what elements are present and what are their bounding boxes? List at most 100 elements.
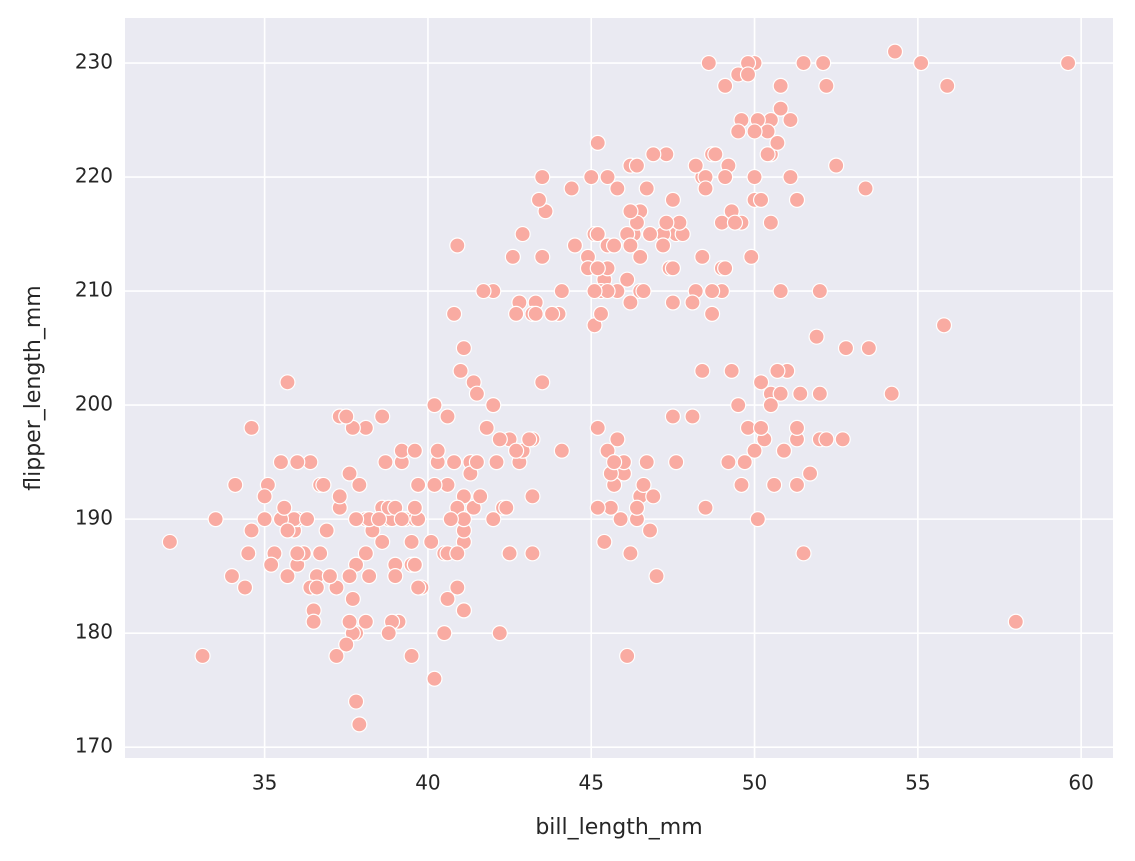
point xyxy=(530,191,548,208)
point xyxy=(439,408,456,425)
point xyxy=(700,54,717,72)
point xyxy=(406,442,423,459)
point xyxy=(815,54,832,72)
point xyxy=(387,568,404,585)
point xyxy=(628,157,646,174)
point xyxy=(589,225,606,243)
point xyxy=(645,488,662,505)
point xyxy=(318,522,335,539)
point xyxy=(455,339,472,357)
point xyxy=(664,260,681,277)
point xyxy=(720,454,737,471)
y-tick-label: 230 xyxy=(75,50,113,74)
point xyxy=(524,545,541,562)
point xyxy=(726,214,744,231)
point xyxy=(223,568,241,585)
point xyxy=(730,397,747,414)
point xyxy=(341,465,358,482)
point xyxy=(351,476,368,494)
point xyxy=(687,157,704,174)
point xyxy=(837,339,855,357)
point xyxy=(423,533,440,551)
point xyxy=(256,511,273,528)
point xyxy=(279,522,296,539)
point xyxy=(370,511,388,528)
point xyxy=(563,180,580,197)
point xyxy=(733,476,750,494)
y-tick-label: 220 xyxy=(75,164,113,188)
point xyxy=(717,168,734,186)
point xyxy=(668,454,685,471)
point xyxy=(501,545,518,562)
points xyxy=(161,43,1077,733)
point xyxy=(589,134,606,151)
point xyxy=(566,237,584,254)
point xyxy=(772,282,789,300)
point xyxy=(1007,613,1024,630)
point xyxy=(534,374,551,391)
point xyxy=(622,545,639,562)
point xyxy=(498,499,515,516)
point xyxy=(524,488,541,505)
point xyxy=(331,488,348,505)
point xyxy=(606,237,623,254)
point xyxy=(553,442,570,459)
point xyxy=(403,533,420,551)
point xyxy=(543,305,561,322)
point xyxy=(445,454,463,471)
point xyxy=(628,499,646,516)
point xyxy=(762,214,779,231)
point xyxy=(834,431,851,448)
point xyxy=(746,168,763,186)
point xyxy=(279,568,296,585)
x-tick-label: 40 xyxy=(415,771,440,795)
point xyxy=(328,647,345,665)
point xyxy=(736,454,753,471)
point xyxy=(645,146,662,163)
point xyxy=(586,282,603,300)
point xyxy=(795,545,812,562)
point xyxy=(759,146,776,163)
point xyxy=(488,454,505,471)
point xyxy=(508,442,525,459)
point xyxy=(606,454,623,471)
y-axis-label: flipper_length_mm xyxy=(21,285,46,490)
point xyxy=(788,476,806,494)
point xyxy=(717,260,734,277)
point xyxy=(612,511,629,528)
x-tick-label: 60 xyxy=(1068,771,1093,795)
point xyxy=(883,385,900,402)
point xyxy=(772,100,789,117)
point xyxy=(321,568,339,585)
point xyxy=(1059,54,1077,72)
point xyxy=(788,191,806,208)
point xyxy=(256,488,273,505)
point xyxy=(161,533,179,551)
point xyxy=(589,260,606,277)
point xyxy=(730,123,747,140)
point xyxy=(338,408,355,425)
point xyxy=(351,716,368,733)
point xyxy=(338,636,355,653)
point xyxy=(347,693,365,710)
point xyxy=(308,579,325,596)
point xyxy=(429,442,446,459)
point xyxy=(684,408,701,425)
point xyxy=(766,476,783,494)
point xyxy=(468,385,486,402)
point xyxy=(599,168,616,186)
point xyxy=(622,203,639,220)
point xyxy=(312,545,329,562)
point xyxy=(635,282,652,300)
point xyxy=(664,408,681,425)
point xyxy=(589,499,606,516)
point xyxy=(592,305,610,322)
point xyxy=(703,282,721,300)
point xyxy=(276,499,293,516)
point xyxy=(315,476,332,494)
point xyxy=(609,431,626,448)
point xyxy=(272,454,290,471)
y-tick-label: 210 xyxy=(75,278,113,302)
point xyxy=(468,454,486,471)
